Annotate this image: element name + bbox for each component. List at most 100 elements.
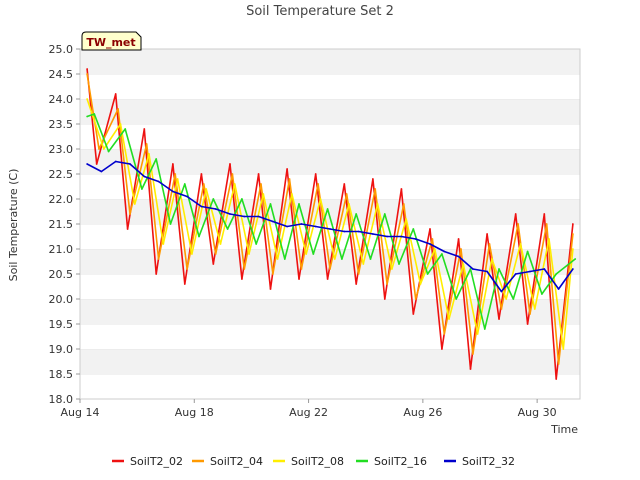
data-point bbox=[300, 223, 303, 225]
data-point bbox=[241, 198, 243, 200]
data-point bbox=[512, 298, 515, 300]
data-point bbox=[443, 333, 446, 335]
data-point bbox=[557, 363, 560, 365]
y-tick-label: 23.5 bbox=[49, 118, 74, 131]
data-point bbox=[476, 333, 479, 335]
data-point bbox=[171, 190, 174, 193]
data-point bbox=[93, 113, 96, 115]
data-point bbox=[186, 268, 189, 270]
data-point bbox=[362, 263, 365, 265]
series-layer bbox=[86, 68, 577, 380]
data-point bbox=[243, 268, 246, 270]
legend-item-soilt2-02: SoilT2_02 bbox=[112, 455, 183, 468]
data-point bbox=[533, 308, 536, 310]
legend: SoilT2_02 SoilT2_04 SoilT2_08 SoilT2_16 Soil… bbox=[112, 455, 515, 468]
data-point bbox=[329, 268, 331, 270]
data-point bbox=[300, 268, 303, 270]
data-point bbox=[491, 258, 493, 260]
data-point bbox=[457, 238, 460, 240]
data-point bbox=[257, 173, 260, 175]
chart-title: Soil Temperature Set 2 bbox=[246, 4, 394, 19]
legend-item-soilt2-08: SoilT2_08 bbox=[273, 455, 344, 468]
data-point bbox=[414, 298, 417, 300]
data-point bbox=[426, 273, 429, 275]
data-point bbox=[157, 258, 160, 260]
data-point bbox=[100, 170, 103, 173]
series-soilt2-16 bbox=[86, 113, 577, 330]
data-point bbox=[526, 323, 529, 325]
data-point bbox=[374, 188, 377, 190]
grid-band bbox=[80, 299, 580, 324]
data-point bbox=[98, 148, 100, 150]
data-point bbox=[329, 228, 331, 230]
data-point bbox=[198, 235, 200, 238]
data-point bbox=[405, 218, 408, 220]
data-point bbox=[229, 163, 231, 165]
data-point bbox=[469, 268, 472, 270]
x-axis-label: Time bbox=[550, 423, 578, 436]
data-point bbox=[386, 283, 389, 285]
data-point bbox=[400, 235, 403, 238]
y-tick-label: 21.0 bbox=[49, 243, 74, 256]
data-point bbox=[143, 175, 146, 178]
data-point bbox=[398, 263, 400, 265]
data-point bbox=[129, 163, 131, 165]
y-tick-label: 18.5 bbox=[49, 368, 74, 381]
data-point bbox=[155, 158, 158, 160]
data-point bbox=[276, 258, 279, 260]
y-tick-label: 20.5 bbox=[49, 268, 74, 281]
data-point bbox=[357, 273, 360, 275]
data-point bbox=[526, 250, 529, 253]
data-point bbox=[541, 293, 543, 295]
data-point bbox=[371, 178, 374, 180]
data-point bbox=[314, 173, 317, 175]
data-point bbox=[412, 228, 415, 230]
data-point bbox=[200, 205, 203, 208]
data-point bbox=[214, 253, 217, 255]
data-point bbox=[483, 328, 486, 330]
data-point bbox=[86, 98, 89, 100]
legend-label: SoilT2_32 bbox=[462, 455, 515, 468]
data-point bbox=[212, 198, 215, 200]
data-point bbox=[460, 248, 462, 250]
data-point bbox=[517, 223, 519, 225]
badge-label: TW_met bbox=[86, 36, 135, 49]
x-tick-label: Aug 30 bbox=[518, 406, 557, 419]
data-point bbox=[429, 243, 431, 245]
data-point bbox=[341, 258, 343, 260]
data-point bbox=[257, 215, 260, 218]
grid-band bbox=[80, 149, 580, 174]
data-point bbox=[505, 298, 508, 300]
data-point bbox=[205, 188, 208, 190]
legend-label: SoilT2_16 bbox=[374, 455, 427, 468]
data-point bbox=[529, 270, 531, 273]
data-point bbox=[557, 288, 560, 290]
data-point bbox=[86, 73, 89, 75]
data-point bbox=[414, 238, 417, 240]
data-point bbox=[488, 243, 491, 245]
data-point bbox=[202, 183, 205, 185]
data-point bbox=[317, 183, 319, 185]
data-point bbox=[412, 313, 415, 315]
data-point bbox=[231, 173, 234, 175]
data-point bbox=[126, 228, 129, 230]
data-point bbox=[169, 223, 172, 225]
data-point bbox=[486, 233, 489, 235]
grid-band bbox=[80, 99, 580, 124]
y-tick-label: 20.0 bbox=[49, 293, 74, 306]
legend-label: SoilT2_08 bbox=[291, 455, 344, 468]
data-point bbox=[319, 198, 322, 200]
data-point bbox=[348, 203, 350, 205]
data-point bbox=[141, 188, 143, 190]
data-point bbox=[255, 243, 258, 245]
legend-item-soilt2-04: SoilT2_04 bbox=[192, 455, 263, 468]
data-point bbox=[571, 248, 574, 250]
grid-band bbox=[80, 349, 580, 374]
data-point bbox=[514, 273, 517, 275]
data-point bbox=[343, 230, 346, 233]
data-point bbox=[519, 243, 522, 245]
data-point bbox=[191, 253, 193, 255]
data-point bbox=[548, 238, 550, 240]
data-point bbox=[402, 203, 405, 205]
